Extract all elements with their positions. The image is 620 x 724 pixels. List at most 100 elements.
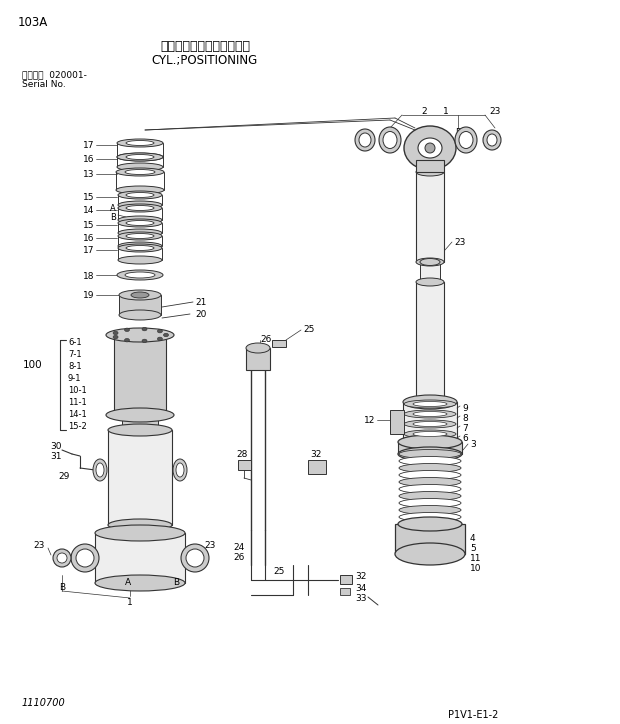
Ellipse shape (404, 430, 456, 438)
Text: 1110700: 1110700 (22, 698, 66, 708)
Ellipse shape (95, 525, 185, 541)
Ellipse shape (118, 204, 162, 212)
Text: 11: 11 (470, 554, 482, 563)
Text: 14-1: 14-1 (68, 410, 87, 419)
Text: 25: 25 (303, 325, 314, 334)
Ellipse shape (483, 130, 501, 150)
Ellipse shape (399, 478, 461, 487)
Text: 7-1: 7-1 (68, 350, 82, 359)
Text: 適用号機  020001-: 適用号機 020001- (22, 70, 87, 79)
Ellipse shape (113, 331, 118, 334)
Bar (398, 442, 462, 454)
Text: 20: 20 (195, 310, 206, 319)
Bar (308, 460, 326, 474)
Text: 25: 25 (273, 567, 285, 576)
Text: 10-1: 10-1 (68, 386, 87, 395)
Ellipse shape (118, 191, 162, 199)
Text: 15: 15 (82, 193, 94, 202)
Ellipse shape (118, 229, 162, 237)
Ellipse shape (142, 339, 147, 342)
Text: 18: 18 (82, 272, 94, 281)
Ellipse shape (398, 447, 462, 461)
Text: 29: 29 (58, 472, 69, 481)
Bar (119, 295, 161, 315)
Text: 5: 5 (470, 544, 476, 553)
Ellipse shape (399, 463, 461, 473)
Bar (122, 415, 158, 430)
Text: 23: 23 (454, 238, 466, 247)
Text: 2: 2 (421, 107, 427, 116)
Text: 11-1: 11-1 (68, 398, 87, 407)
Ellipse shape (416, 258, 444, 266)
Text: 15-2: 15-2 (68, 422, 87, 431)
Text: 23: 23 (33, 541, 45, 550)
Ellipse shape (399, 499, 461, 508)
Ellipse shape (108, 424, 172, 436)
Ellipse shape (117, 270, 163, 280)
Ellipse shape (413, 411, 447, 416)
Ellipse shape (57, 553, 67, 563)
Ellipse shape (404, 126, 456, 170)
Ellipse shape (118, 256, 162, 264)
Text: 32: 32 (310, 450, 321, 459)
Text: 31: 31 (50, 452, 61, 461)
Bar (114, 335, 166, 415)
Text: 19: 19 (82, 291, 94, 300)
Text: 16: 16 (82, 234, 94, 243)
Bar (95, 533, 185, 583)
Ellipse shape (416, 168, 444, 176)
Bar (420, 262, 440, 282)
Text: 30: 30 (50, 442, 61, 451)
Text: 33: 33 (355, 594, 366, 603)
Ellipse shape (118, 219, 162, 227)
Ellipse shape (459, 132, 473, 148)
Ellipse shape (455, 127, 477, 153)
Ellipse shape (416, 398, 444, 406)
Ellipse shape (157, 337, 162, 340)
Text: A: A (110, 204, 116, 213)
Text: 14: 14 (82, 206, 94, 215)
Text: 12: 12 (363, 416, 375, 425)
Text: 23: 23 (204, 541, 215, 550)
Bar (340, 588, 350, 595)
Text: 4: 4 (470, 534, 476, 543)
Bar (246, 348, 270, 370)
Ellipse shape (398, 435, 462, 449)
Ellipse shape (71, 544, 99, 572)
Text: 24: 24 (233, 543, 244, 552)
Ellipse shape (246, 343, 270, 353)
Text: シリンダ；ポジショニング: シリンダ；ポジショニング (160, 40, 250, 53)
Ellipse shape (117, 153, 163, 161)
Text: 23: 23 (489, 107, 501, 116)
Text: Serial No.: Serial No. (22, 80, 66, 89)
Ellipse shape (399, 492, 461, 500)
Text: 13: 13 (82, 170, 94, 179)
Ellipse shape (403, 435, 457, 449)
Ellipse shape (95, 575, 185, 591)
Text: 1: 1 (443, 107, 449, 116)
Ellipse shape (399, 471, 461, 479)
Ellipse shape (416, 278, 444, 286)
Text: 16: 16 (82, 155, 94, 164)
Ellipse shape (53, 549, 71, 567)
Text: CYL.;POSITIONING: CYL.;POSITIONING (152, 54, 258, 67)
Ellipse shape (126, 234, 154, 238)
Ellipse shape (126, 193, 154, 198)
Ellipse shape (116, 168, 164, 176)
Ellipse shape (379, 127, 401, 153)
Ellipse shape (126, 206, 154, 211)
Text: 3: 3 (470, 440, 476, 449)
Ellipse shape (399, 450, 461, 458)
Ellipse shape (117, 139, 163, 147)
Ellipse shape (142, 327, 147, 331)
Ellipse shape (118, 242, 162, 250)
Bar (416, 172, 444, 262)
Bar (395, 524, 465, 554)
Ellipse shape (108, 519, 172, 531)
Text: 8-1: 8-1 (68, 362, 82, 371)
Ellipse shape (186, 549, 204, 567)
Ellipse shape (383, 132, 397, 148)
Bar (416, 282, 444, 402)
Ellipse shape (420, 258, 440, 266)
Text: B: B (387, 128, 393, 137)
